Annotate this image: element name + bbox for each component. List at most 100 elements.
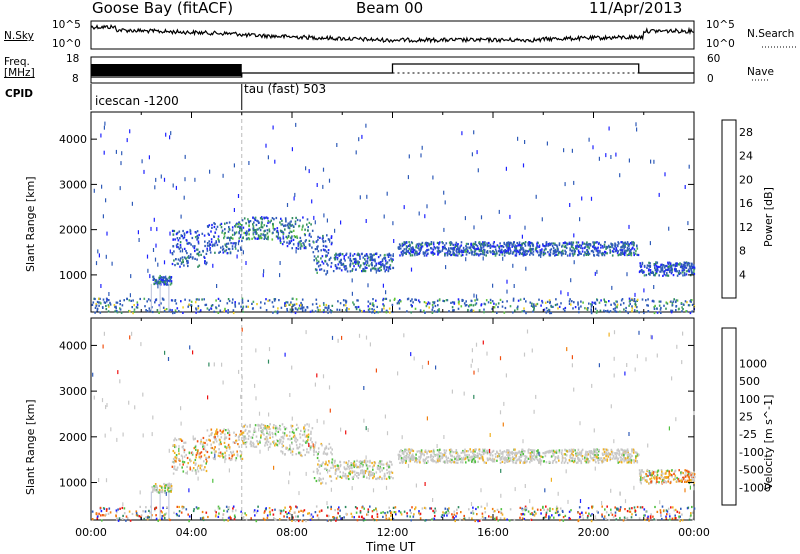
power-echo-cell xyxy=(214,222,216,226)
power-echo-cell xyxy=(626,249,629,252)
velocity-echo-cell xyxy=(290,424,292,427)
power-echo-cell xyxy=(447,249,449,252)
power-near-range-cell xyxy=(660,311,662,314)
power-near-range-cell xyxy=(673,298,675,301)
power-near-range-cell xyxy=(348,308,350,311)
velocity-echo-cell xyxy=(586,458,588,461)
power-near-range-cell xyxy=(647,298,649,301)
power-echo-cell xyxy=(683,264,686,267)
power-echo-cell xyxy=(332,270,335,273)
power-near-range-cell xyxy=(493,302,495,305)
velocity-echo-cell xyxy=(628,454,630,457)
power-echo-cell xyxy=(300,242,302,246)
velocity-echo-cell xyxy=(645,479,648,482)
power-echo-cell xyxy=(343,255,346,258)
velocity-echo-cell xyxy=(505,457,508,460)
power-echo-cell xyxy=(210,230,212,233)
velocity-echo-cell xyxy=(379,475,381,478)
power-echo-cell xyxy=(333,256,336,260)
power-near-range-cell xyxy=(458,303,460,306)
velocity-echo-cell xyxy=(642,471,645,474)
velocity-near-range-cell xyxy=(424,507,427,510)
velocity-echo-cell xyxy=(368,470,371,473)
power-echo-cell xyxy=(455,249,458,252)
power-scatter-cell xyxy=(653,285,655,289)
power-near-range-cell xyxy=(100,302,102,305)
power-echo-cell xyxy=(645,274,648,277)
power-echo-cell xyxy=(225,244,227,247)
power-echo-cell xyxy=(620,246,623,249)
velocity-echo-cell xyxy=(660,469,663,472)
power-echo-cell xyxy=(524,252,526,255)
velocity-echo-cell xyxy=(235,457,238,460)
velocity-echo-cell xyxy=(650,480,653,483)
velocity-near-range-cell xyxy=(587,514,589,518)
power-near-range-cell xyxy=(128,309,130,313)
power-near-range-cell xyxy=(555,298,557,301)
velocity-echo-cell xyxy=(214,458,216,461)
power-echo-cell xyxy=(432,252,435,255)
velocity-echo-cell xyxy=(204,466,206,469)
power-echo-cell xyxy=(540,252,543,255)
velocity-echo-cell xyxy=(623,449,625,452)
power-echo-cell xyxy=(392,266,395,270)
power-echo-cell xyxy=(461,253,464,257)
power-echo-cell xyxy=(313,259,315,262)
power-scatter-cell xyxy=(573,260,575,265)
velocity-echo-cell xyxy=(445,456,447,459)
power-echo-cell xyxy=(675,268,677,271)
velocity-echo-cell xyxy=(561,454,564,457)
velocity-echo-cell xyxy=(182,463,184,466)
power-echo-cell xyxy=(183,264,185,267)
velocity-echo-cell xyxy=(570,448,573,451)
power-near-range-cell xyxy=(412,301,414,304)
velocity-echo-cell xyxy=(581,455,584,458)
velocity-echo-cell xyxy=(239,455,242,458)
velocity-echo-cell xyxy=(357,465,359,469)
power-echo-cell xyxy=(384,270,386,273)
power-echo-cell xyxy=(661,269,664,272)
velocity-echo-cell xyxy=(472,449,475,452)
velocity-echo-cell xyxy=(627,451,629,454)
velocity-echo-cell xyxy=(693,479,696,482)
power-echo-cell xyxy=(432,248,435,251)
velocity-echo-cell xyxy=(493,459,495,462)
power-echo-cell xyxy=(620,253,622,256)
power-echo-cell xyxy=(434,247,436,250)
power-near-range-cell xyxy=(614,309,616,313)
power-near-range-cell xyxy=(298,304,301,307)
power-echo-cell xyxy=(252,229,255,232)
power-scatter-cell xyxy=(351,278,353,283)
power-near-range-cell xyxy=(292,308,294,311)
velocity-echo-cell xyxy=(268,431,271,434)
velocity-echo-cell xyxy=(218,451,220,455)
power-echo-cell xyxy=(343,265,346,268)
velocity-echo-cell xyxy=(574,457,576,460)
velocity-echo-cell xyxy=(648,470,651,473)
power-echo-cell xyxy=(152,278,155,281)
power-echo-cell xyxy=(461,251,463,254)
velocity-echo-cell xyxy=(320,482,322,485)
velocity-echo-cell xyxy=(342,475,344,478)
power-echo-cell xyxy=(430,242,433,246)
power-echo-cell xyxy=(154,279,157,282)
velocity-echo-cell xyxy=(684,479,687,482)
power-near-range-cell xyxy=(284,302,286,305)
velocity-echo-cell xyxy=(350,464,353,467)
power-echo-cell xyxy=(372,267,375,270)
power-scatter-cell xyxy=(245,261,247,265)
velocity-echo-cell xyxy=(634,451,637,454)
power-echo-cell xyxy=(518,241,521,244)
velocity-echo-cell xyxy=(371,474,373,477)
velocity-echo-cell xyxy=(320,442,323,446)
velocity-near-range-cell xyxy=(390,518,392,521)
power-echo-cell xyxy=(417,244,420,247)
velocity-echo-cell xyxy=(633,459,635,462)
power-echo-cell xyxy=(505,249,508,252)
power-echo-cell xyxy=(588,242,591,246)
power-echo-cell xyxy=(436,250,439,253)
velocity-echo-cell xyxy=(318,465,321,468)
power-scatter-cell xyxy=(105,198,107,203)
power-echo-cell xyxy=(522,248,524,251)
velocity-echo-cell xyxy=(507,457,510,460)
